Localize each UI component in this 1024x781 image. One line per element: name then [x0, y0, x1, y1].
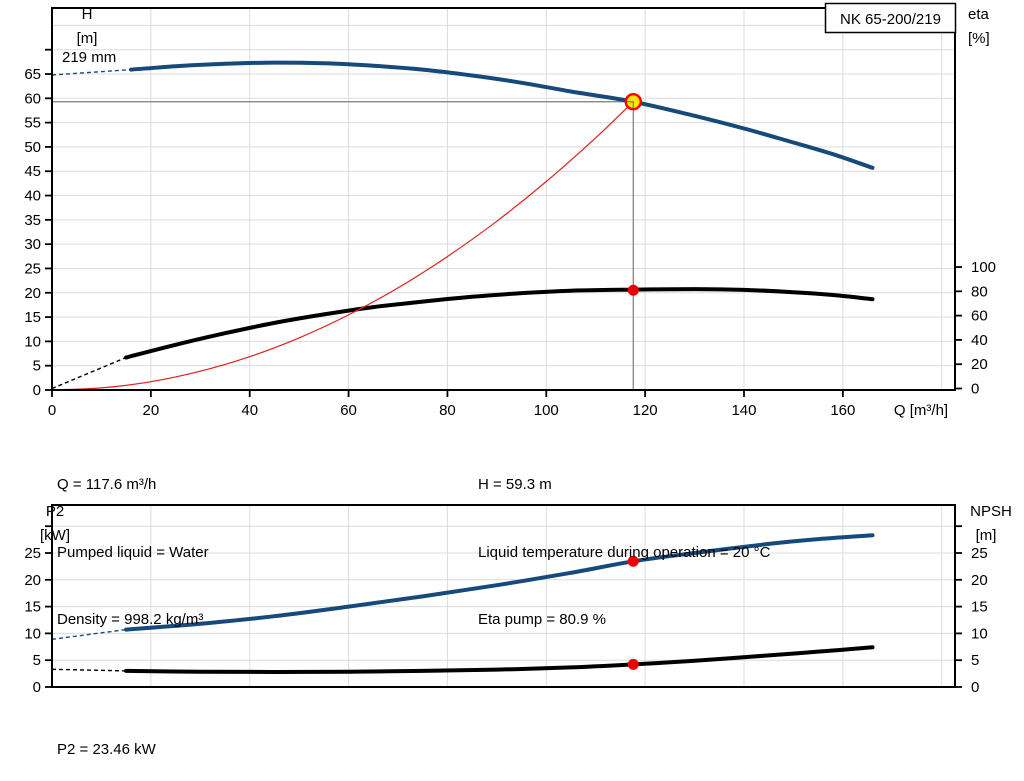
x-tick-label: 20 — [143, 402, 160, 419]
left-tick-label: 0 — [33, 679, 41, 696]
left-tick-label: 35 — [24, 212, 41, 229]
left-tick-label: 40 — [24, 188, 41, 205]
x-tick-label: 140 — [731, 402, 756, 419]
right-axis-ticks — [955, 525, 962, 688]
right-axis-title-unit: [m] — [976, 527, 997, 544]
efficiency-curve — [124, 287, 875, 360]
left-tick-label: 30 — [24, 236, 41, 253]
pump-curve — [129, 60, 875, 170]
right-tick-label: 10 — [971, 625, 988, 642]
right-axis-tick-labels: 0 5 10 15 20 25 — [971, 545, 988, 696]
p2-curve-dashed — [51, 628, 127, 640]
power-info-column: P2 = 23.46 kW NPSH = 4.22 m Max power P2… — [57, 694, 399, 781]
qh-chart: 0 5 10 15 20 25 30 35 40 45 50 55 60 65 0 20 40 60 80 100 0 2… — [24, 2, 996, 419]
p2-operating-point — [627, 555, 639, 567]
left-tick-label: 20 — [24, 572, 41, 589]
right-tick-label: 5 — [971, 652, 979, 669]
left-axis-ticks — [45, 525, 52, 688]
npsh-curve — [124, 645, 875, 674]
right-axis-title: eta — [968, 6, 990, 23]
right-tick-label: 25 — [971, 545, 988, 562]
right-axis-title: NPSH — [970, 503, 1012, 520]
left-tick-label: 65 — [24, 66, 41, 83]
x-tick-label: 60 — [340, 402, 357, 419]
right-axis-ticks — [955, 266, 962, 390]
left-tick-label: 15 — [24, 309, 41, 326]
pump-type-label: NK 65-200/219 — [840, 11, 941, 28]
x-axis-ticks — [51, 390, 844, 397]
left-tick-label: 10 — [24, 333, 41, 350]
efficiency-curve-dashed — [51, 356, 127, 390]
x-tick-label: 120 — [633, 402, 658, 419]
x-tick-label: 0 — [48, 402, 56, 419]
annotation-density: Density = 998.2 kg/m³ — [57, 611, 204, 628]
plot-frame — [51, 7, 956, 391]
x-tick-label: 100 — [534, 402, 559, 419]
left-axis-title: P2 — [46, 503, 64, 520]
right-tick-label: 60 — [971, 308, 988, 325]
left-axis-tick-labels: 0 5 10 15 20 25 30 35 40 45 50 55 60 65 — [24, 66, 41, 399]
left-tick-label: 20 — [24, 285, 41, 302]
right-tick-label: 100 — [971, 259, 996, 276]
plot-frame — [51, 504, 956, 688]
left-tick-label: 45 — [24, 163, 41, 180]
right-axis-title-unit: [%] — [968, 30, 990, 47]
left-tick-label: 25 — [24, 545, 41, 562]
right-tick-label: 15 — [971, 599, 988, 616]
annotation-head: H = 59.3 m — [478, 476, 552, 493]
right-tick-label: 0 — [971, 381, 979, 398]
x-axis-title: Q [m³/h] — [894, 402, 948, 419]
annotation-pumped-liquid: Pumped liquid = Water — [57, 543, 209, 561]
left-tick-label: 5 — [33, 652, 41, 669]
annotation-eta-pump: Eta pump = 80.9 % — [478, 611, 606, 628]
annotation-flow: Q = 117.6 m³/h — [57, 476, 157, 493]
left-tick-label: 60 — [24, 90, 41, 107]
right-tick-label: 40 — [971, 332, 988, 349]
npsh-curve-dashed — [51, 668, 127, 672]
annotation-liquid-temperature: Liquid temperature during operation = 20… — [478, 543, 771, 561]
impeller-trim-label: 219 mm — [62, 49, 116, 66]
system-curve — [51, 101, 634, 391]
left-axis-title-unit: [kW] — [40, 527, 70, 544]
duty-info-right-column: H = 59.3 m Liquid temperature during ope… — [478, 429, 770, 677]
x-tick-label: 160 — [830, 402, 855, 419]
left-axis-title-unit: [m] — [77, 30, 98, 47]
right-tick-label: 0 — [971, 679, 979, 696]
duty-point-marker — [624, 93, 642, 111]
left-tick-label: 50 — [24, 139, 41, 156]
x-tick-label: 80 — [439, 402, 456, 419]
left-tick-label: 15 — [24, 599, 41, 616]
right-tick-label: 20 — [971, 356, 988, 373]
right-axis-tick-labels: 0 20 40 60 80 100 — [971, 259, 996, 397]
efficiency-point-marker — [627, 284, 639, 296]
duty-info-left-column: Q = 117.6 m³/h Pumped liquid = Water Den… — [57, 429, 209, 677]
left-axis-title: H — [82, 6, 93, 23]
pump-curve-dashed — [51, 68, 132, 76]
npsh-operating-point — [627, 658, 639, 670]
right-tick-label: 80 — [971, 283, 988, 300]
p2-npsh-chart: 0 5 10 15 20 25 0 5 10 15 20 25 P2 [kW] NPSH [m] — [24, 503, 1012, 696]
annotation-p2: P2 = 23.46 kW — [57, 741, 156, 758]
p2-curve — [124, 533, 875, 632]
right-tick-label: 20 — [971, 572, 988, 589]
left-tick-label: 10 — [24, 625, 41, 642]
x-tick-label: 40 — [241, 402, 258, 419]
left-tick-label: 25 — [24, 260, 41, 277]
left-tick-label: 5 — [33, 358, 41, 375]
left-axis-ticks — [45, 48, 52, 391]
left-tick-label: 55 — [24, 115, 41, 132]
left-tick-label: 0 — [33, 382, 41, 399]
operating-point-lines — [52, 101, 634, 390]
x-axis-tick-labels: 0 20 40 60 80 100 120 140 160 — [48, 402, 856, 419]
left-axis-tick-labels: 0 5 10 15 20 25 — [24, 545, 41, 696]
pump-type-box — [824, 2, 957, 34]
